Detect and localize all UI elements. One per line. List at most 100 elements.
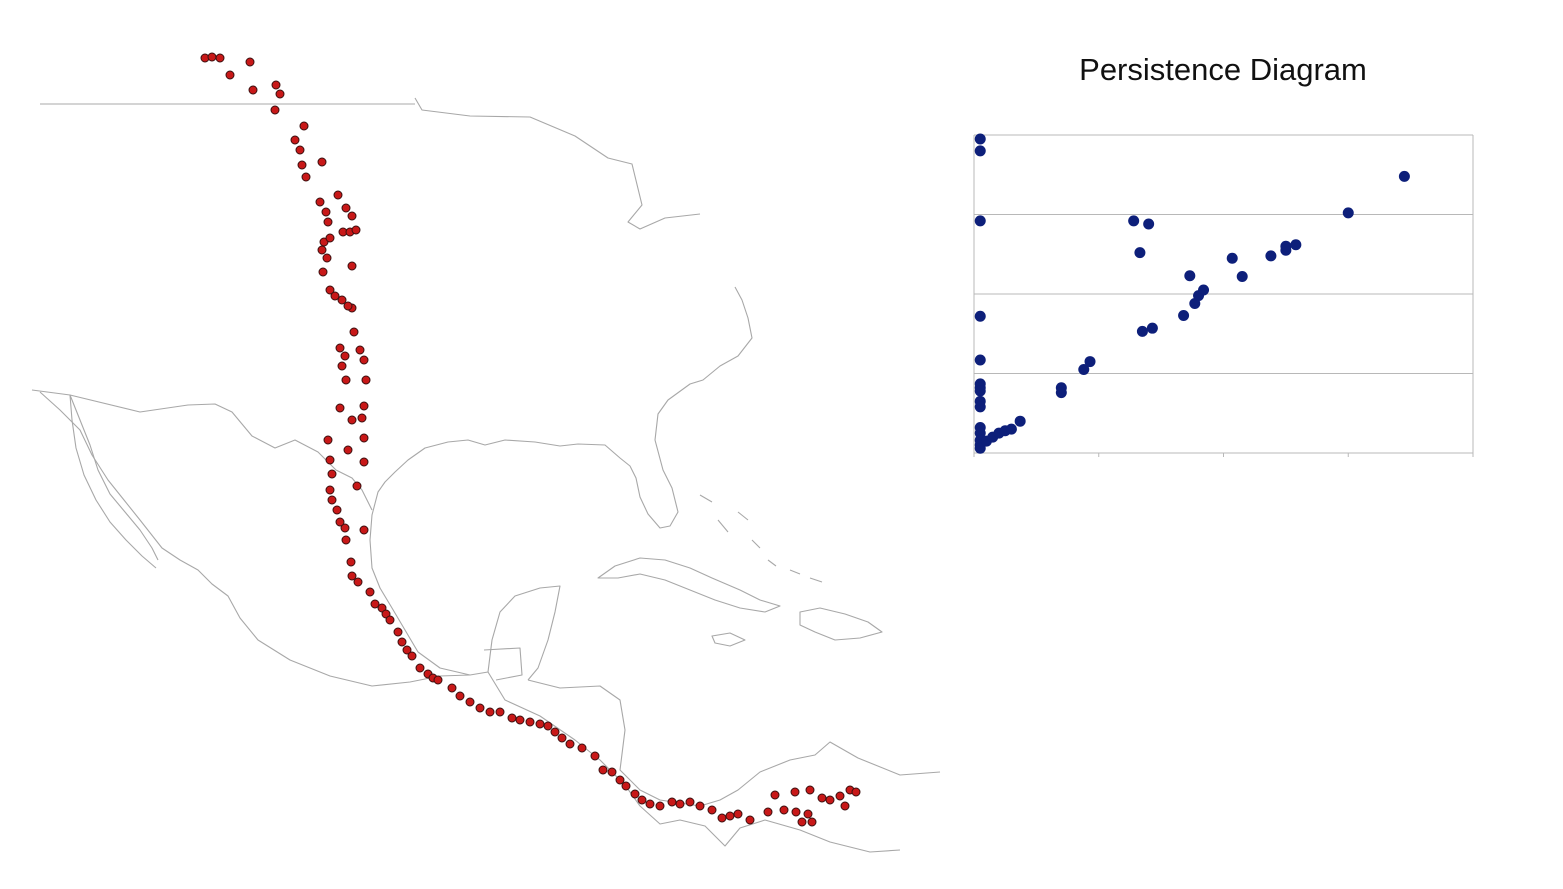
event-point [543,721,553,731]
persistence-diagram-plot [973,133,1474,457]
event-point [335,517,345,527]
event-point [495,707,505,717]
yucatan-coast [487,585,561,681]
event-points-layer [200,52,861,827]
event-point [807,817,817,827]
chart-points [974,133,1410,454]
event-point [455,691,465,701]
data-point [1342,207,1354,219]
event-point [351,225,361,235]
event-point [325,455,335,465]
event-point [485,707,495,717]
event-point [325,285,335,295]
event-point [349,327,359,337]
event-point [825,795,835,805]
event-point [322,253,332,263]
data-point [974,442,986,454]
event-point [637,795,647,805]
event-point [359,525,369,535]
map-panel [31,52,941,853]
event-point [295,145,305,155]
event-point [323,435,333,445]
event-point [347,261,357,271]
event-point [402,645,412,655]
data-point [974,401,986,413]
event-point [359,401,369,411]
event-point [577,743,587,753]
data-point [1290,239,1302,251]
event-point [327,469,337,479]
event-point [317,157,327,167]
baja-california [69,394,159,569]
event-point [359,457,369,467]
event-point [333,190,343,200]
data-point [1134,247,1146,259]
event-point [301,172,311,182]
event-point [675,799,685,809]
event-point [225,70,235,80]
event-point [359,433,369,443]
event-point [275,89,285,99]
data-point [974,145,986,157]
event-point [330,291,340,301]
event-point [341,375,351,385]
great-lakes-border [414,97,701,230]
event-point [817,793,827,803]
event-point [415,663,425,673]
event-point [340,523,350,533]
event-point [245,57,255,67]
event-point [685,797,695,807]
event-point [733,809,743,819]
event-point [359,355,369,365]
event-point [465,697,475,707]
event-point [343,301,353,311]
event-point [447,683,457,693]
event-point [433,675,443,685]
event-point [337,361,347,371]
event-point [565,739,575,749]
event-point [270,105,280,115]
event-point [790,787,800,797]
event-point [763,807,773,817]
event-point [365,587,375,597]
event-point [361,375,371,385]
data-point [1265,250,1277,262]
data-point [1084,356,1096,368]
event-point [515,715,525,725]
event-point [840,801,850,811]
event-point [347,571,357,581]
data-point [974,133,986,145]
event-point [357,413,367,423]
event-point [791,807,801,817]
data-point [1184,270,1196,282]
central-america-caribbean [527,679,941,807]
event-point [332,505,342,515]
event-point [655,801,665,811]
event-point [299,121,309,131]
event-point [393,627,403,637]
event-point [525,717,535,727]
event-point [321,207,331,217]
chart-title: Persistence Diagram [1079,52,1367,87]
event-point [779,805,789,815]
data-point [1014,415,1026,427]
event-point [707,805,717,815]
event-point [352,481,362,491]
event-point [315,197,325,207]
event-point [590,751,600,761]
gulf-coast [369,286,753,676]
event-point [271,80,281,90]
event-point [207,52,217,62]
event-point [805,785,815,795]
data-point [974,215,986,227]
data-point [1146,322,1158,334]
event-point [598,765,608,775]
event-point [615,775,625,785]
event-point [335,403,345,413]
event-point [355,345,365,355]
data-point [1078,364,1090,376]
event-point [335,343,345,353]
persistence-diagram [960,120,1490,470]
event-point [323,217,333,227]
event-point [347,211,357,221]
